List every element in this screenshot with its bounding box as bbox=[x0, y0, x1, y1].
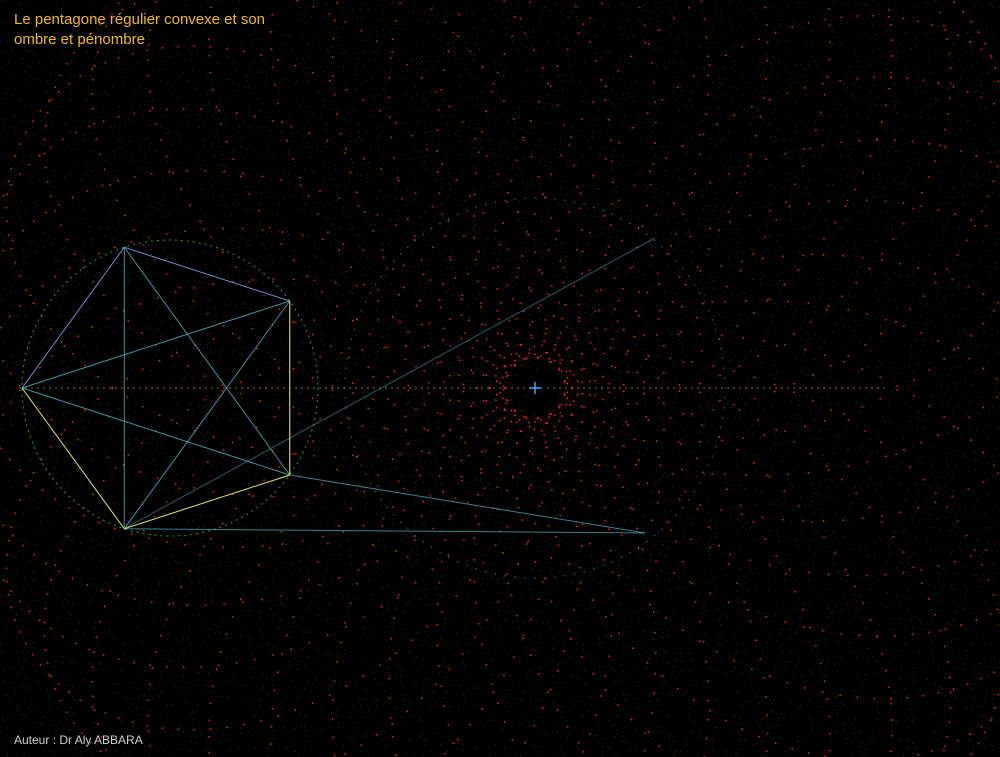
svg-stage bbox=[0, 0, 1000, 757]
noise-layer bbox=[0, 0, 1000, 757]
center-marker bbox=[529, 382, 541, 394]
horizontal-axis bbox=[19, 387, 884, 388]
figure-title: Le pentagone régulier convexe et son omb… bbox=[14, 10, 274, 51]
spirograph bbox=[0, 0, 1000, 757]
diagram-canvas: Le pentagone régulier convexe et son omb… bbox=[0, 0, 1000, 757]
figure-author: Auteur : Dr Aly ABBARA bbox=[14, 733, 143, 747]
star-lines bbox=[22, 238, 655, 533]
